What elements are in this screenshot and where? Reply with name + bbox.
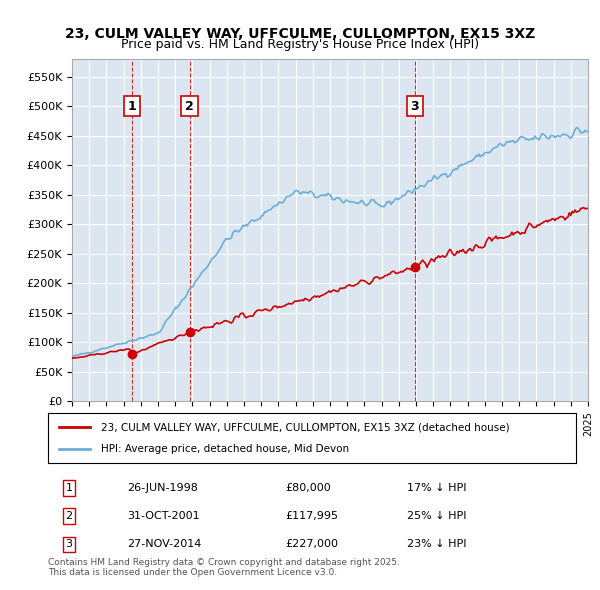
Text: 23, CULM VALLEY WAY, UFFCULME, CULLOMPTON, EX15 3XZ (detached house): 23, CULM VALLEY WAY, UFFCULME, CULLOMPTO… bbox=[101, 422, 509, 432]
Text: 26-JUN-1998: 26-JUN-1998 bbox=[127, 483, 198, 493]
Text: 23% ↓ HPI: 23% ↓ HPI bbox=[407, 539, 467, 549]
Text: Price paid vs. HM Land Registry's House Price Index (HPI): Price paid vs. HM Land Registry's House … bbox=[121, 38, 479, 51]
Text: 23, CULM VALLEY WAY, UFFCULME, CULLOMPTON, EX15 3XZ: 23, CULM VALLEY WAY, UFFCULME, CULLOMPTO… bbox=[65, 27, 535, 41]
Text: 1: 1 bbox=[128, 100, 137, 113]
Text: 25% ↓ HPI: 25% ↓ HPI bbox=[407, 511, 467, 521]
Text: Contains HM Land Registry data © Crown copyright and database right 2025.: Contains HM Land Registry data © Crown c… bbox=[48, 558, 400, 566]
Text: £117,995: £117,995 bbox=[286, 511, 338, 521]
Text: 31-OCT-2001: 31-OCT-2001 bbox=[127, 511, 200, 521]
Text: £227,000: £227,000 bbox=[286, 539, 338, 549]
Text: 2: 2 bbox=[185, 100, 194, 113]
Text: HPI: Average price, detached house, Mid Devon: HPI: Average price, detached house, Mid … bbox=[101, 444, 349, 454]
Text: 17% ↓ HPI: 17% ↓ HPI bbox=[407, 483, 467, 493]
Text: This data is licensed under the Open Government Licence v3.0.: This data is licensed under the Open Gov… bbox=[48, 568, 337, 576]
Text: 3: 3 bbox=[65, 539, 73, 549]
Text: £80,000: £80,000 bbox=[286, 483, 331, 493]
Text: 1: 1 bbox=[65, 483, 73, 493]
Text: 2: 2 bbox=[65, 511, 73, 521]
Text: 27-NOV-2014: 27-NOV-2014 bbox=[127, 539, 202, 549]
Text: 3: 3 bbox=[410, 100, 419, 113]
